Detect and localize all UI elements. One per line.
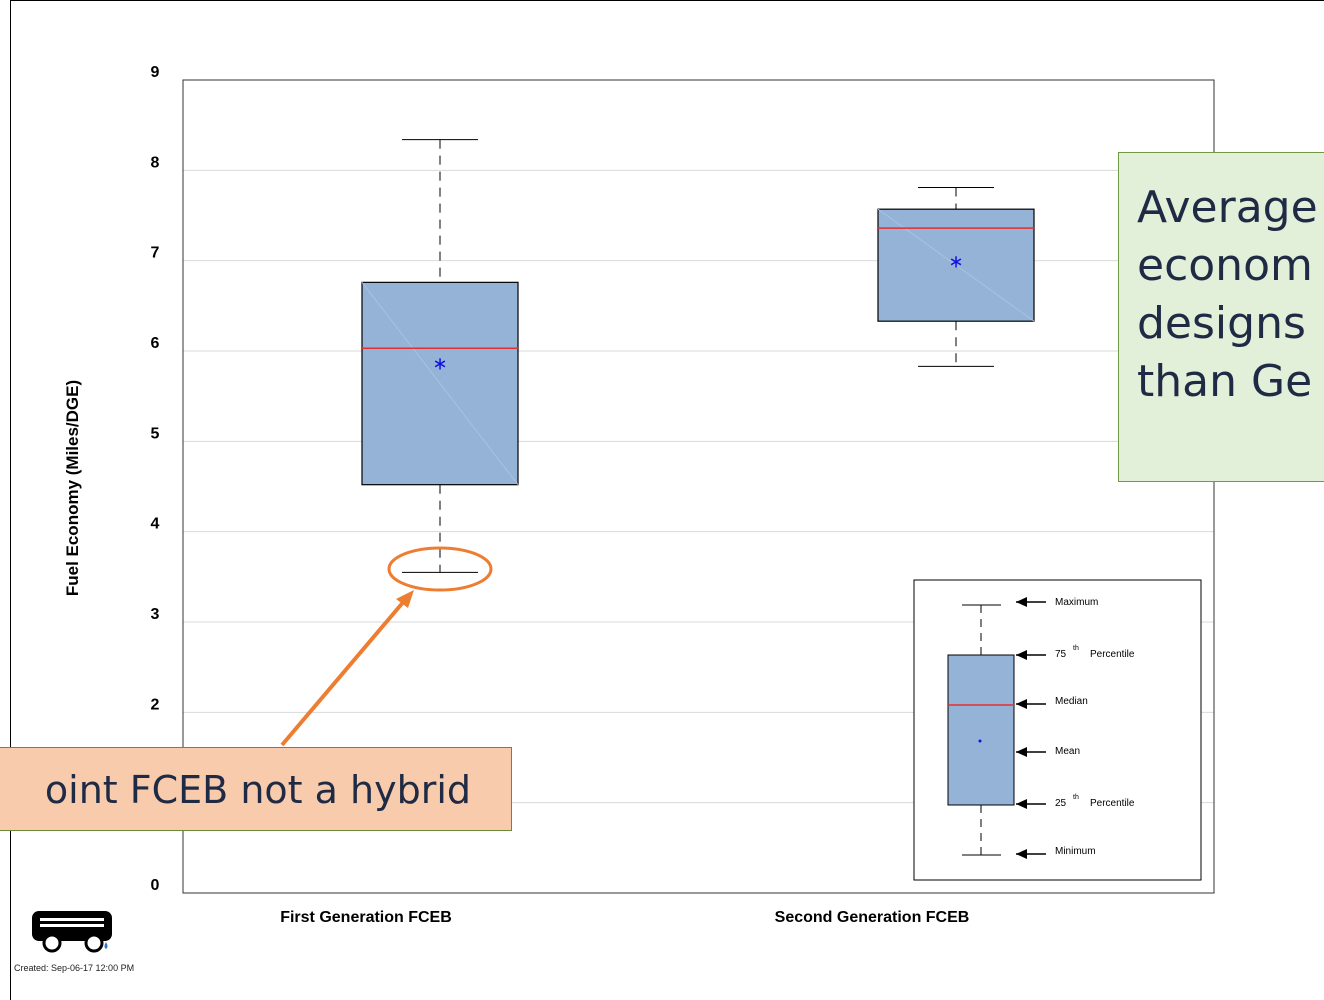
y-tick-label: 4 <box>151 516 160 533</box>
y-tick-label: 3 <box>151 606 160 623</box>
callout-line: designs <box>1137 298 1306 349</box>
box-plot-legend: Maximum 75 th Percentile Median Mean 25 … <box>913 579 1202 881</box>
y-axis-label: Fuel Economy (Miles/DGE) <box>63 380 82 596</box>
highlight-arrowhead <box>396 590 414 608</box>
mean-marker: ∗ <box>432 354 447 374</box>
callout-line: Average <box>1137 182 1318 233</box>
legend-arrow-mean <box>1016 747 1046 757</box>
y-tick-label: 5 <box>151 425 160 442</box>
y-tick-label: 6 <box>151 335 160 352</box>
bus-icon <box>30 908 114 959</box>
callout-line: econom <box>1137 240 1313 291</box>
legend-arrow-maximum <box>1016 597 1046 607</box>
legend-arrow-25th <box>1016 799 1046 809</box>
legend-label-25th-number: 25 <box>1055 798 1067 809</box>
callout-text: oint FCEB not a hybrid <box>44 768 471 812</box>
legend-box <box>947 654 1015 806</box>
x-category-label: Second Generation FCEB <box>775 909 970 926</box>
callout-line: than Ge <box>1137 356 1313 407</box>
legend-label-25th-suffix: th <box>1073 794 1079 801</box>
y-tick-label: 9 <box>151 64 160 81</box>
legend-arrow-median <box>1016 699 1046 709</box>
mean-marker: ∗ <box>948 252 963 272</box>
box-sheen-line <box>361 282 519 485</box>
box-layer: ∗∗ <box>361 139 1035 573</box>
y-tick-label: 8 <box>151 154 160 171</box>
legend-label-median: Median <box>1055 696 1088 707</box>
y-tick-label: 0 <box>151 877 160 894</box>
box-plot-group: ∗ <box>877 186 1035 367</box>
legend-arrow-75th <box>1016 650 1046 660</box>
legend-label-mean: Mean <box>1055 746 1080 757</box>
legend-label-75th-word: Percentile <box>1090 649 1135 660</box>
y-tick-label: 7 <box>151 245 160 262</box>
x-category-label: First Generation FCEB <box>280 909 452 926</box>
legend-label-25th-word: Percentile <box>1090 798 1135 809</box>
y-tick-label: 2 <box>151 696 160 713</box>
legend-label-minimum: Minimum <box>1055 846 1096 857</box>
legend-mean-marker <box>978 739 982 743</box>
created-timestamp: Created: Sep-06-17 12:00 PM <box>14 963 135 973</box>
legend-arrow-minimum <box>1016 849 1046 859</box>
average-fuel-economy-callout: Average econom designs than Ge <box>1118 152 1324 482</box>
slide-frame <box>10 0 1324 1000</box>
gridlines <box>183 169 1214 804</box>
legend-label-maximum: Maximum <box>1055 597 1098 608</box>
box-plot-group: ∗ <box>361 139 519 573</box>
outlier-highlight-ellipse <box>387 546 493 592</box>
datapoint-note-callout: oint FCEB not a hybrid <box>0 747 512 831</box>
highlight-arrow <box>280 598 407 747</box>
y-tick-labels: 0123456789 <box>151 64 160 894</box>
legend-label-75th-suffix: th <box>1073 645 1079 652</box>
legend-label-75th-number: 75 <box>1055 649 1067 660</box>
plot-area <box>182 79 1215 894</box>
